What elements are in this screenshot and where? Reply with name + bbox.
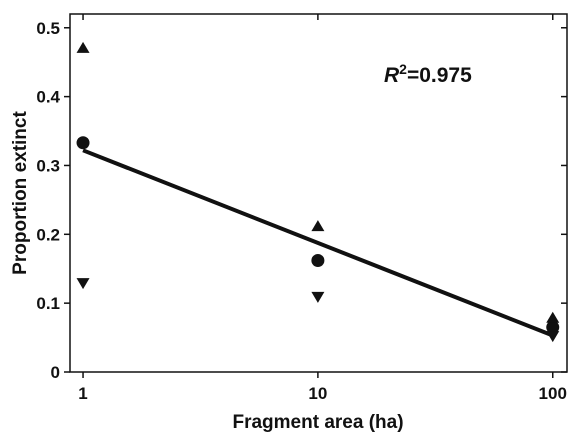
y-tick-label: 0.4 — [36, 88, 60, 107]
y-tick-label: 0.5 — [36, 19, 60, 38]
circle-marker — [311, 253, 325, 267]
r-squared-exponent: 2 — [399, 61, 407, 77]
x-tick-label: 1 — [78, 384, 87, 403]
y-axis: 0 0.1 0.2 0.3 0.4 0.5 — [36, 19, 567, 382]
triangle-up-marker — [311, 220, 325, 232]
r-squared-label: R — [384, 64, 400, 87]
regression-line — [82, 148, 554, 338]
x-tick-label: 10 — [308, 384, 327, 403]
circle-marker — [76, 136, 90, 150]
y-tick-label: 0.3 — [36, 156, 60, 175]
y-axis-title: Proportion extinct — [10, 111, 31, 275]
triangle-up-marker — [76, 41, 90, 53]
triangle-down-marker — [546, 331, 560, 343]
x-axis: 1 10 100 — [78, 14, 567, 403]
r-squared-value: =0.975 — [407, 64, 472, 87]
data-points — [76, 41, 560, 343]
circle-marker — [546, 320, 560, 334]
y-tick-label: 0.1 — [36, 294, 60, 313]
x-axis-title: Fragment area (ha) — [232, 412, 403, 433]
y-tick-label: 0.2 — [36, 225, 60, 244]
triangle-down-marker — [311, 291, 325, 303]
y-tick-label: 0 — [51, 363, 60, 382]
r-squared-annotation: R2=0.975 — [384, 61, 472, 87]
plot-frame — [69, 13, 568, 373]
triangle-up-marker — [546, 311, 560, 323]
triangle-down-marker — [76, 278, 90, 290]
x-tick-label: 100 — [539, 384, 567, 403]
